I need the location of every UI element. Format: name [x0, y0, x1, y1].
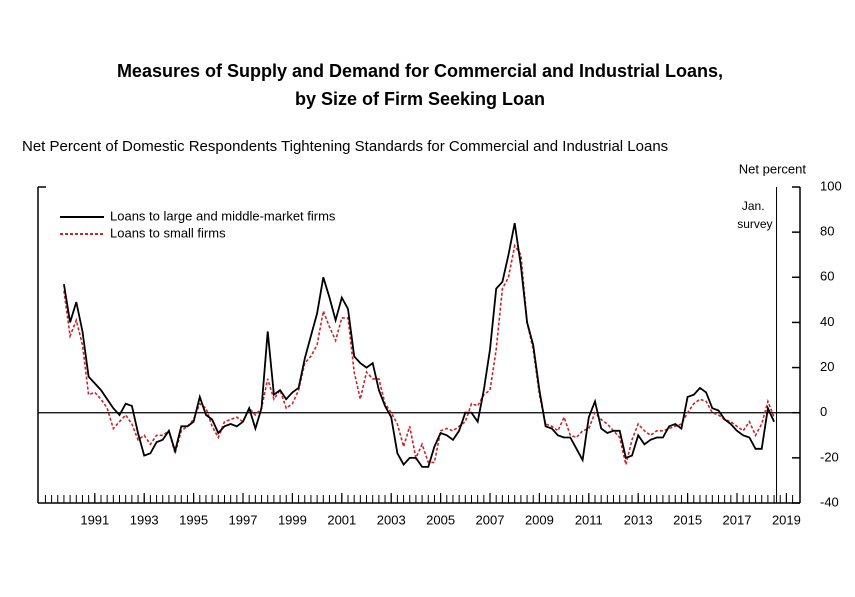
y-tick-label: 80: [820, 224, 834, 239]
y-tick-label: 40: [820, 314, 834, 329]
x-tick-label: 1991: [80, 512, 109, 527]
y-tick-label: 60: [820, 269, 834, 284]
x-tick-label: 1995: [179, 512, 208, 527]
x-tick-label: 2009: [525, 512, 554, 527]
y-tick-label: 20: [820, 359, 834, 374]
series-line: [63, 222, 775, 468]
x-tick-label: 2015: [673, 512, 702, 527]
x-tick-label: 2011: [575, 512, 603, 527]
x-tick-label: 2001: [327, 512, 356, 527]
y-tick-label: 100: [820, 178, 842, 193]
chart-subtitle: Net Percent of Domestic Respondents Tigh…: [22, 138, 668, 155]
x-tick-label: 1993: [130, 512, 159, 527]
annotation: survey: [737, 217, 772, 231]
x-tick-label: 2003: [377, 512, 406, 527]
x-tick-label: 2013: [624, 512, 653, 527]
legend-label: Loans to small firms: [110, 225, 226, 240]
legend-label: Loans to large and middle-market firms: [110, 208, 336, 223]
x-tick-label: 1997: [229, 512, 258, 527]
chart-title: Measures of Supply and Demand for Commer…: [117, 61, 723, 81]
y-tick-label: 0: [820, 404, 827, 419]
series-line: [63, 243, 775, 465]
x-tick-label: 2019: [772, 512, 801, 527]
y-tick-label: -20: [820, 449, 839, 464]
annotation: Jan.: [742, 199, 765, 213]
y-tick-label: -40: [820, 494, 839, 509]
x-tick-label: 2007: [476, 512, 505, 527]
x-tick-label: 1999: [278, 512, 307, 527]
y-axis-label: Net percent: [739, 161, 807, 176]
chart-title: by Size of Firm Seeking Loan: [295, 89, 545, 109]
x-tick-label: 2017: [723, 512, 752, 527]
x-tick-label: 2005: [426, 512, 455, 527]
